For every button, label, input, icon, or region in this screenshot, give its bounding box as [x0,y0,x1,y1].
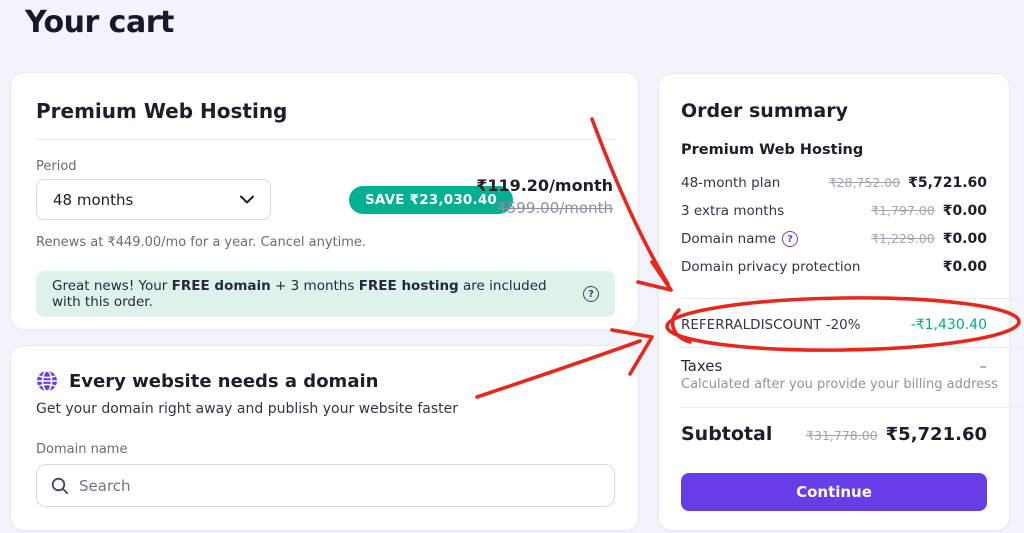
summary-row-privacy: Domain privacy protection ₹0.00 [681,259,987,275]
period-select-value: 48 months [53,190,134,209]
price: ₹0.00 [942,259,987,275]
domain-search-card: Every website needs a domain Get your do… [10,345,639,531]
divider [681,407,1024,408]
domain-search-input[interactable] [79,476,600,495]
taxes-label: Taxes [681,357,723,375]
domain-input-label: Domain name [36,442,128,457]
taxes-note: Calculated after you provide your billin… [681,377,998,392]
summary-row-extra-months: 3 extra months ₹1,797.00 ₹0.00 [681,203,987,219]
price: ₹5,721.60 [908,175,987,191]
subtotal-old: ₹31,778.00 [806,427,878,443]
period-select[interactable]: 48 months [36,179,271,220]
globe-icon [36,370,58,392]
hosting-card-title: Premium Web Hosting [36,99,288,123]
summary-row-plan: 48-month plan ₹28,752.00 ₹5,721.60 [681,175,987,191]
summary-row-domain: Domain name ? ₹1,229.00 ₹0.00 [681,231,987,247]
divider [681,347,1024,348]
subtotal-row: Subtotal ₹31,778.00 ₹5,721.60 [681,423,987,445]
divider [681,298,1024,299]
domain-search-box[interactable] [36,464,615,507]
taxes-row: Taxes – [681,357,987,375]
divider [36,139,615,140]
subtotal-value: ₹5,721.60 [885,423,987,445]
order-summary-card: Order summary Premium Web Hosting 48-mon… [658,73,1024,531]
price-block: ₹119.20/month ₹599.00/month [476,176,613,217]
taxes-value: – [979,357,988,375]
discount-label: REFERRALDISCOUNT -20% [681,317,861,333]
domain-card-title: Every website needs a domain [69,370,379,392]
referral-discount-row: REFERRALDISCOUNT -20% -₹1,430.40 [681,317,987,333]
renewal-note: Renews at ₹449.00/mo for a year. Cancel … [36,235,367,250]
save-badge: SAVE ₹23,030.40 [349,186,514,214]
page-title: Your cart [25,5,174,40]
help-icon[interactable]: ? [583,286,599,302]
old-price: ₹1,229.00 [871,231,935,246]
chevron-down-icon [240,195,254,204]
old-price: ₹28,752.00 [828,175,901,190]
help-icon[interactable]: ? [781,231,798,247]
notice-text: Great news! Your FREE domain + 3 months … [52,278,547,310]
free-domain-notice: Great news! Your FREE domain + 3 months … [36,271,615,317]
hosting-plan-card: Premium Web Hosting Period 48 months SAV… [10,72,639,330]
order-summary-title: Order summary [681,100,849,122]
continue-button[interactable]: Continue [681,473,987,511]
subtotal-label: Subtotal [681,423,773,445]
summary-product-name: Premium Web Hosting [681,142,864,158]
discount-amount: -₹1,430.40 [910,317,987,333]
monthly-price: ₹119.20/month [476,176,613,195]
domain-card-subtitle: Get your domain right away and publish y… [36,401,459,417]
price: ₹0.00 [942,203,987,219]
price: ₹0.00 [942,231,987,247]
old-monthly-price: ₹599.00/month [497,199,613,217]
old-price: ₹1,797.00 [871,203,935,218]
period-label: Period [36,159,77,174]
search-icon [51,477,69,495]
